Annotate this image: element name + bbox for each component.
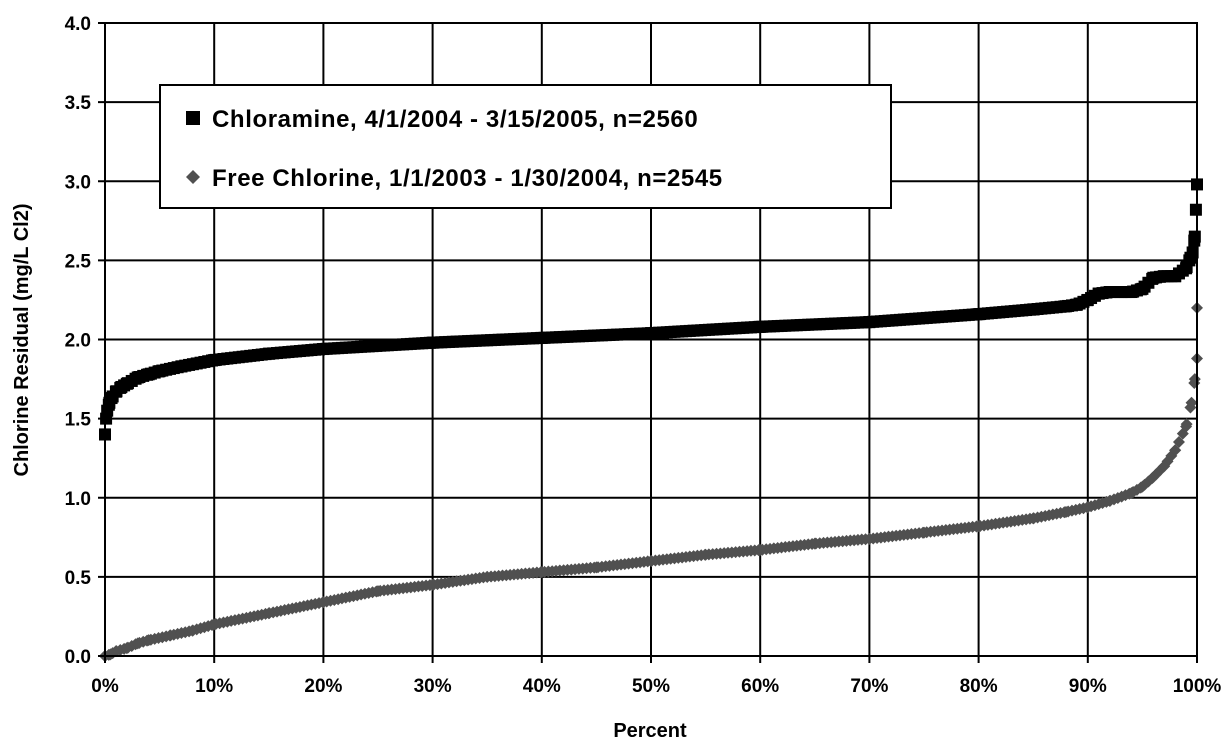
legend: Chloramine, 4/1/2004 - 3/15/2005, n=2560… xyxy=(159,84,892,209)
data-point xyxy=(164,629,177,642)
data-point xyxy=(1180,420,1193,433)
data-point xyxy=(131,371,144,384)
data-point xyxy=(535,331,548,344)
y-tick-label: 4.0 xyxy=(65,14,91,35)
y-tick-label: 1.5 xyxy=(65,410,92,431)
y-tick-label: 2.0 xyxy=(65,331,91,352)
data-point xyxy=(120,642,133,655)
x-tick-label: 30% xyxy=(414,676,452,697)
data-point xyxy=(1081,501,1094,514)
data-point xyxy=(481,570,494,583)
data-point xyxy=(142,368,155,381)
data-point xyxy=(1186,246,1199,259)
data-point xyxy=(208,618,221,631)
data-point xyxy=(590,561,603,574)
y-tick-label: 1.0 xyxy=(65,489,91,510)
data-point xyxy=(1158,270,1171,283)
x-tick-label: 50% xyxy=(632,676,670,697)
x-tick-label: 40% xyxy=(523,676,561,697)
data-point xyxy=(1136,282,1149,295)
data-point xyxy=(808,537,821,550)
data-point xyxy=(262,347,275,360)
data-point xyxy=(1125,487,1138,500)
data-point xyxy=(699,548,712,561)
data-point xyxy=(1059,505,1072,518)
data-point xyxy=(754,543,767,556)
plot-border xyxy=(104,22,1198,657)
data-point xyxy=(372,585,384,598)
x-tick-label: 20% xyxy=(304,676,342,697)
data-point xyxy=(1114,286,1127,299)
x-tick-label: 90% xyxy=(1069,676,1107,697)
data-point xyxy=(153,365,166,378)
data-point xyxy=(972,308,985,321)
data-point xyxy=(918,526,930,539)
legend-label-free-chlorine: Free Chlorine, 1/1/2003 - 1/30/2004, n=2… xyxy=(212,165,723,192)
data-point xyxy=(645,555,657,568)
data-point xyxy=(120,377,133,390)
data-point xyxy=(1103,494,1116,507)
legend-marker-free-chlorine xyxy=(186,170,200,184)
data-point xyxy=(1147,271,1160,284)
data-point xyxy=(863,532,876,545)
y-tick-label: 0.5 xyxy=(65,568,92,589)
data-point xyxy=(1027,512,1040,525)
data-point xyxy=(208,354,221,367)
legend-box xyxy=(159,84,892,209)
y-tick-label: 0.0 xyxy=(65,647,91,668)
data-point xyxy=(426,336,439,349)
data-point xyxy=(186,624,199,637)
data-point xyxy=(535,566,548,579)
legend-label-chloramine: Chloramine, 4/1/2004 - 3/15/2005, n=2560 xyxy=(212,106,698,133)
data-point xyxy=(1169,270,1182,283)
legend-marker-chloramine xyxy=(186,111,200,125)
x-tick-label: 0% xyxy=(91,676,119,697)
data-point xyxy=(1081,293,1094,306)
x-tick-label: 80% xyxy=(960,676,998,697)
x-tick-label: 60% xyxy=(741,676,779,697)
data-point xyxy=(972,520,985,533)
y-tick-label: 3.5 xyxy=(65,93,92,114)
data-point xyxy=(1103,286,1116,299)
data-point xyxy=(1185,396,1198,409)
data-point xyxy=(1169,444,1182,457)
data-point xyxy=(1172,435,1185,448)
data-point xyxy=(1092,287,1105,300)
data-point xyxy=(1147,471,1160,484)
x-tick-label: 100% xyxy=(1173,676,1222,697)
x-axis-title: Percent xyxy=(613,720,687,741)
y-tick-label: 3.0 xyxy=(65,172,91,193)
data-point xyxy=(1070,298,1083,311)
data-point xyxy=(262,607,275,620)
data-point xyxy=(142,634,155,647)
data-point xyxy=(645,327,657,340)
y-axis-title: Chlorine Residual (mg/L Cl2) xyxy=(11,204,33,477)
data-point xyxy=(426,578,439,591)
data-point xyxy=(131,637,144,650)
data-point xyxy=(1188,230,1201,243)
data-point xyxy=(317,342,330,355)
data-point xyxy=(754,320,767,333)
y-tick-label: 2.5 xyxy=(65,251,92,272)
data-point xyxy=(1158,460,1171,473)
axes: 0% 10% 20% 30% 40% 50% 60% 70% 80% 90% 100% 0.0 0.5 1… xyxy=(65,14,1222,697)
data-point xyxy=(317,596,330,609)
data-point xyxy=(175,360,188,373)
x-tick-label: 70% xyxy=(850,676,888,697)
data-point xyxy=(1027,303,1040,316)
data-point xyxy=(1125,286,1138,299)
data-point xyxy=(1059,300,1072,313)
x-tick-label: 10% xyxy=(195,676,233,697)
data-point xyxy=(1189,203,1202,216)
data-point xyxy=(863,316,876,329)
data-point xyxy=(1136,480,1149,493)
data-point xyxy=(109,645,122,658)
series-1 xyxy=(99,352,1203,662)
